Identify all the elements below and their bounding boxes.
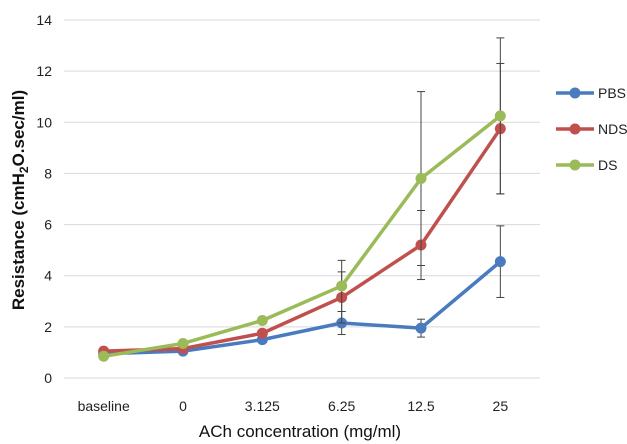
x-axis-ticks: baseline 0 3.125 6.25 12.5 25 [78,398,509,414]
y-tick-label: 10 [36,114,52,130]
legend: PBS NDS DS [556,85,627,173]
y-axis-title-main: Resistance (cmH [9,173,28,310]
y-tick-label: 2 [44,319,52,335]
data-point [336,280,348,292]
legend-label: PBS [598,85,626,101]
legend-swatch-marker [569,123,581,135]
data-point [256,314,268,326]
data-point [494,256,506,268]
data-point [256,327,268,339]
y-tick-label: 12 [36,63,52,79]
legend-swatch-marker [569,87,581,99]
y-axis-title-rest: O.sec/ml) [9,90,28,167]
legend-label: DS [598,157,617,173]
x-tick-label: 6.25 [328,398,355,414]
data-point [494,110,506,122]
series-pbs [98,225,506,360]
legend-item-ds: DS [556,157,617,173]
series-line [103,114,502,358]
legend-label: NDS [598,121,627,137]
y-tick-label: 0 [44,370,52,386]
legend-item-pbs: PBS [556,85,626,101]
y-axis-title: Resistance (cmH2O.sec/ml) [9,90,31,310]
y-axis-ticks: 0 2 4 6 8 10 12 14 [36,12,52,386]
data-point [415,322,427,334]
legend-swatch-marker [569,159,581,171]
series-nds [98,62,506,357]
series-line [103,260,502,356]
y-tick-label: 8 [44,165,52,181]
x-tick-label: 0 [179,398,187,414]
x-tick-label: 3.125 [245,398,280,414]
series-line [103,127,502,353]
data-point [177,337,189,349]
y-tick-label: 14 [36,12,52,28]
x-tick-label: 25 [493,398,509,414]
series-ds [98,37,506,362]
y-axis-title-sub: 2 [17,166,31,173]
x-tick-label: 12.5 [407,398,434,414]
x-axis-title: ACh concentration (mg/ml) [199,422,401,441]
data-point [415,173,427,185]
x-tick-label: baseline [78,398,130,414]
series-layer [98,37,506,362]
y-tick-label: 4 [44,268,52,284]
gridlines [64,19,540,379]
y-tick-label: 6 [44,217,52,233]
data-point [98,350,110,362]
legend-item-nds: NDS [556,121,627,137]
